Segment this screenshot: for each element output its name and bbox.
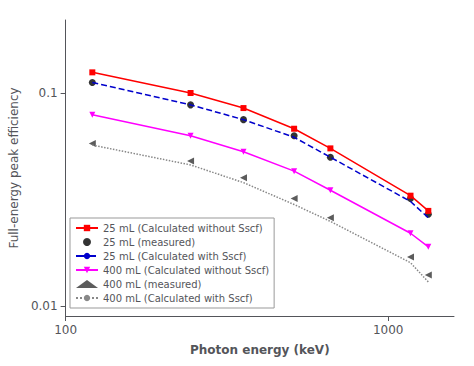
svg-text:400 mL (Calculated with Sscf): 400 mL (Calculated with Sscf) [103, 293, 253, 304]
svg-text:0.01: 0.01 [31, 299, 58, 313]
svg-text:Full-energy peak efficiency: Full-energy peak efficiency [7, 87, 21, 248]
svg-text:400 mL (measured): 400 mL (measured) [103, 279, 202, 290]
svg-text:25 mL (Calculated with Sscf): 25 mL (Calculated with Sscf) [103, 251, 246, 262]
svg-text:400 mL (Calculated without Ssc: 400 mL (Calculated without Sscf) [103, 265, 269, 276]
svg-text:25 mL (Calculated without Sscf: 25 mL (Calculated without Sscf) [103, 223, 263, 234]
svg-text:100: 100 [54, 323, 77, 337]
svg-text:0.1: 0.1 [39, 86, 58, 100]
svg-text:25 mL (measured): 25 mL (measured) [103, 237, 195, 248]
svg-text:Photon energy (keV): Photon energy (keV) [190, 343, 330, 357]
svg-text:1000: 1000 [373, 323, 404, 337]
